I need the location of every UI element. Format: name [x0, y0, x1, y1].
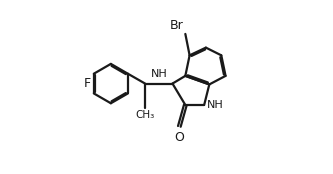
- Text: CH₃: CH₃: [136, 110, 155, 120]
- Text: Br: Br: [170, 19, 183, 32]
- Text: F: F: [84, 77, 91, 90]
- Text: NH: NH: [207, 100, 224, 110]
- Text: O: O: [174, 131, 184, 144]
- Text: NH: NH: [151, 69, 167, 79]
